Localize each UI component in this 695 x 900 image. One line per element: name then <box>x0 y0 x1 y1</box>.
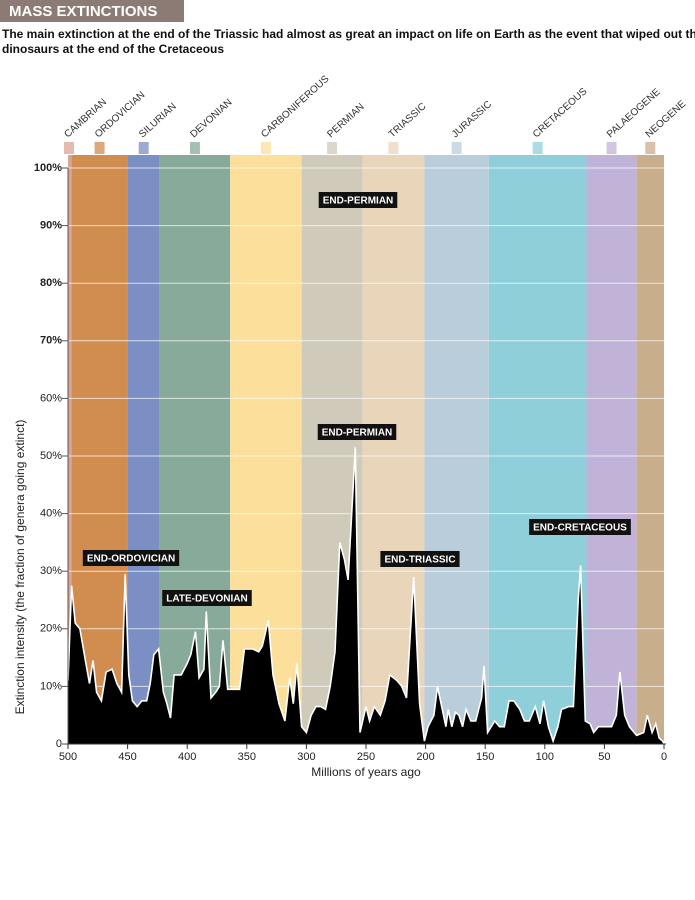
period-band <box>488 155 587 744</box>
annotation-box <box>380 551 460 567</box>
y-tick-label: 0 <box>56 738 62 750</box>
chart-title: MASS EXTINCTIONS <box>9 3 157 20</box>
period-band <box>68 155 72 744</box>
y-tick-label: 40% <box>40 508 62 520</box>
x-tick-label: 200 <box>416 751 434 763</box>
annotation-box <box>162 590 252 606</box>
annotation-box <box>317 424 397 440</box>
period-swatch <box>189 142 200 154</box>
x-tick-label: 0 <box>661 751 667 763</box>
period-label: CARBONIFEROUS <box>259 73 331 140</box>
period-label: JURASSIC <box>450 99 494 140</box>
y-axis-label: Extinction intensity (the fraction of ge… <box>13 420 27 715</box>
period-swatch <box>64 142 74 154</box>
x-tick-label: 350 <box>238 751 256 763</box>
x-tick-label: 450 <box>118 751 136 763</box>
period-swatch <box>532 142 543 154</box>
annotation: END-CRETACEOUS <box>533 523 627 534</box>
period-swatch <box>327 142 338 154</box>
subtitle: The main extinction at the end of the Tr… <box>2 27 695 41</box>
y-tick-label: 70% <box>40 335 62 347</box>
y-tick-label: 20% <box>40 623 62 635</box>
period-swatch <box>388 142 399 154</box>
period-band <box>636 155 664 744</box>
x-tick-label: 250 <box>357 751 375 763</box>
period-swatch <box>138 142 149 154</box>
period-label: CRETACEOUS <box>531 86 590 140</box>
area <box>68 447 664 744</box>
x-tick-label: 300 <box>297 751 315 763</box>
period-swatch <box>645 142 656 154</box>
y-tick-label: 90% <box>40 220 62 232</box>
period-label: TRIASSIC <box>387 101 429 140</box>
period-band <box>424 155 489 744</box>
y-tick-label: 30% <box>40 565 62 577</box>
annotation: END-TRIASSIC <box>384 555 455 566</box>
x-tick-label: 150 <box>476 751 494 763</box>
period-band <box>586 155 637 744</box>
annotation: LATE-DEVONIAN <box>166 594 247 605</box>
period-label: DEVONIAN <box>188 97 234 140</box>
y-tick-label: 80% <box>40 277 62 289</box>
y-tick-label: 60% <box>40 392 62 404</box>
period-band <box>127 155 160 744</box>
y-tick-label: 100% <box>34 162 62 174</box>
annotation-box <box>318 192 398 208</box>
period-swatch <box>606 142 617 154</box>
annotation-box <box>529 519 631 535</box>
line <box>67 447 665 745</box>
x-tick-label: 400 <box>178 751 196 763</box>
period-swatch <box>94 142 105 154</box>
x-axis-label: Millions of years ago <box>311 765 421 779</box>
period-label: SILURIAN <box>137 101 179 140</box>
period-swatch <box>451 142 462 154</box>
x-tick-label: 100 <box>536 751 554 763</box>
subtitle: dinosaurs at the end of the Cretaceous <box>2 42 224 56</box>
period-label: PERMIAN <box>325 102 366 141</box>
annotation: END-PERMIAN <box>323 196 394 207</box>
annotation-box <box>82 550 180 566</box>
y-tick-label: 50% <box>40 450 62 462</box>
annotation: END-PERMIAN <box>322 428 393 439</box>
annotation: END-ORDOVICIAN <box>87 554 175 565</box>
x-tick-label: 50 <box>598 751 610 763</box>
x-tick-label: 500 <box>59 751 77 763</box>
period-swatch <box>260 142 271 154</box>
y-tick-label: 10% <box>40 680 62 692</box>
title-box <box>0 0 184 22</box>
